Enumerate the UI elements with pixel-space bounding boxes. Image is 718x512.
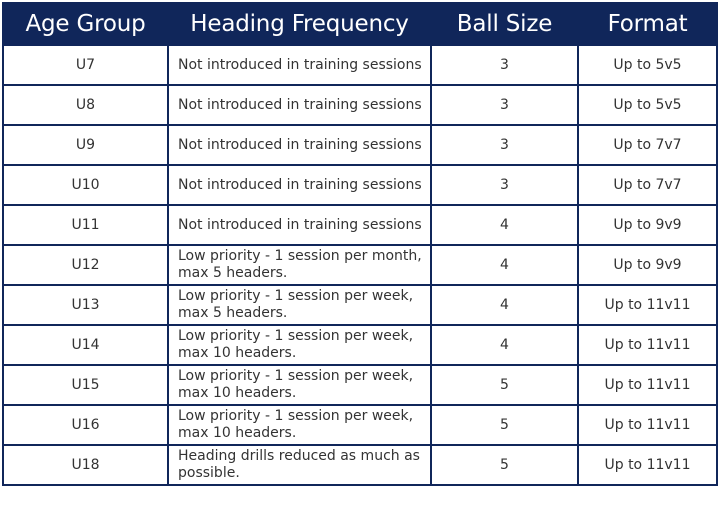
table-row: U9 Not introduced in training sessions 3… — [2, 124, 718, 166]
table-row: U18 Heading drills reduced as much as po… — [2, 444, 718, 486]
format-cell: Up to 11v11 — [577, 364, 718, 406]
heading-frequency-cell: Low priority - 1 session per month, max … — [167, 244, 432, 286]
table-row: U11 Not introduced in training sessions … — [2, 204, 718, 246]
column-header-age-group: Age Group — [2, 2, 169, 46]
format-cell: Up to 11v11 — [577, 284, 718, 326]
format-cell: Up to 11v11 — [577, 444, 718, 486]
age-group-cell: U18 — [2, 444, 169, 486]
table-row: U12 Low priority - 1 session per month, … — [2, 244, 718, 286]
heading-frequency-cell: Not introduced in training sessions — [167, 84, 432, 126]
ball-size-cell: 4 — [430, 324, 579, 366]
format-cell: Up to 5v5 — [577, 84, 718, 126]
ball-size-cell: 3 — [430, 124, 579, 166]
table-row: U8 Not introduced in training sessions 3… — [2, 84, 718, 126]
heading-frequency-cell: Low priority - 1 session per week, max 5… — [167, 284, 432, 326]
ball-size-cell: 3 — [430, 84, 579, 126]
heading-frequency-cell: Not introduced in training sessions — [167, 164, 432, 206]
format-cell: Up to 11v11 — [577, 404, 718, 446]
ball-size-cell: 3 — [430, 44, 579, 86]
table-row: U14 Low priority - 1 session per week, m… — [2, 324, 718, 366]
format-cell: Up to 5v5 — [577, 44, 718, 86]
format-cell: Up to 7v7 — [577, 124, 718, 166]
table-row: U13 Low priority - 1 session per week, m… — [2, 284, 718, 326]
ball-size-cell: 5 — [430, 404, 579, 446]
age-group-cell: U14 — [2, 324, 169, 366]
age-group-cell: U11 — [2, 204, 169, 246]
heading-frequency-cell: Not introduced in training sessions — [167, 124, 432, 166]
ball-size-cell: 3 — [430, 164, 579, 206]
table-header: Age Group Heading Frequency Ball Size Fo… — [2, 2, 718, 46]
heading-frequency-cell: Not introduced in training sessions — [167, 204, 432, 246]
header-row: Age Group Heading Frequency Ball Size Fo… — [2, 2, 718, 46]
age-group-cell: U12 — [2, 244, 169, 286]
format-cell: Up to 11v11 — [577, 324, 718, 366]
age-group-cell: U8 — [2, 84, 169, 126]
age-group-cell: U16 — [2, 404, 169, 446]
ball-size-cell: 4 — [430, 244, 579, 286]
age-group-cell: U9 — [2, 124, 169, 166]
heading-frequency-cell: Not introduced in training sessions — [167, 44, 432, 86]
table-row: U10 Not introduced in training sessions … — [2, 164, 718, 206]
column-header-format: Format — [577, 2, 718, 46]
format-cell: Up to 9v9 — [577, 244, 718, 286]
ball-size-cell: 5 — [430, 364, 579, 406]
heading-frequency-cell: Low priority - 1 session per week, max 1… — [167, 404, 432, 446]
age-group-cell: U15 — [2, 364, 169, 406]
ball-size-cell: 5 — [430, 444, 579, 486]
column-header-heading-frequency: Heading Frequency — [167, 2, 432, 46]
table-row: U16 Low priority - 1 session per week, m… — [2, 404, 718, 446]
age-group-cell: U7 — [2, 44, 169, 86]
ball-size-cell: 4 — [430, 284, 579, 326]
age-group-cell: U10 — [2, 164, 169, 206]
heading-guidelines-table: Age Group Heading Frequency Ball Size Fo… — [2, 2, 718, 486]
heading-frequency-cell: Low priority - 1 session per week, max 1… — [167, 324, 432, 366]
table-body: U7 Not introduced in training sessions 3… — [2, 44, 718, 486]
age-group-cell: U13 — [2, 284, 169, 326]
heading-frequency-cell: Heading drills reduced as much as possib… — [167, 444, 432, 486]
table-row: U7 Not introduced in training sessions 3… — [2, 44, 718, 86]
column-header-ball-size: Ball Size — [430, 2, 579, 46]
ball-size-cell: 4 — [430, 204, 579, 246]
format-cell: Up to 9v9 — [577, 204, 718, 246]
heading-frequency-cell: Low priority - 1 session per week, max 1… — [167, 364, 432, 406]
table-row: U15 Low priority - 1 session per week, m… — [2, 364, 718, 406]
format-cell: Up to 7v7 — [577, 164, 718, 206]
